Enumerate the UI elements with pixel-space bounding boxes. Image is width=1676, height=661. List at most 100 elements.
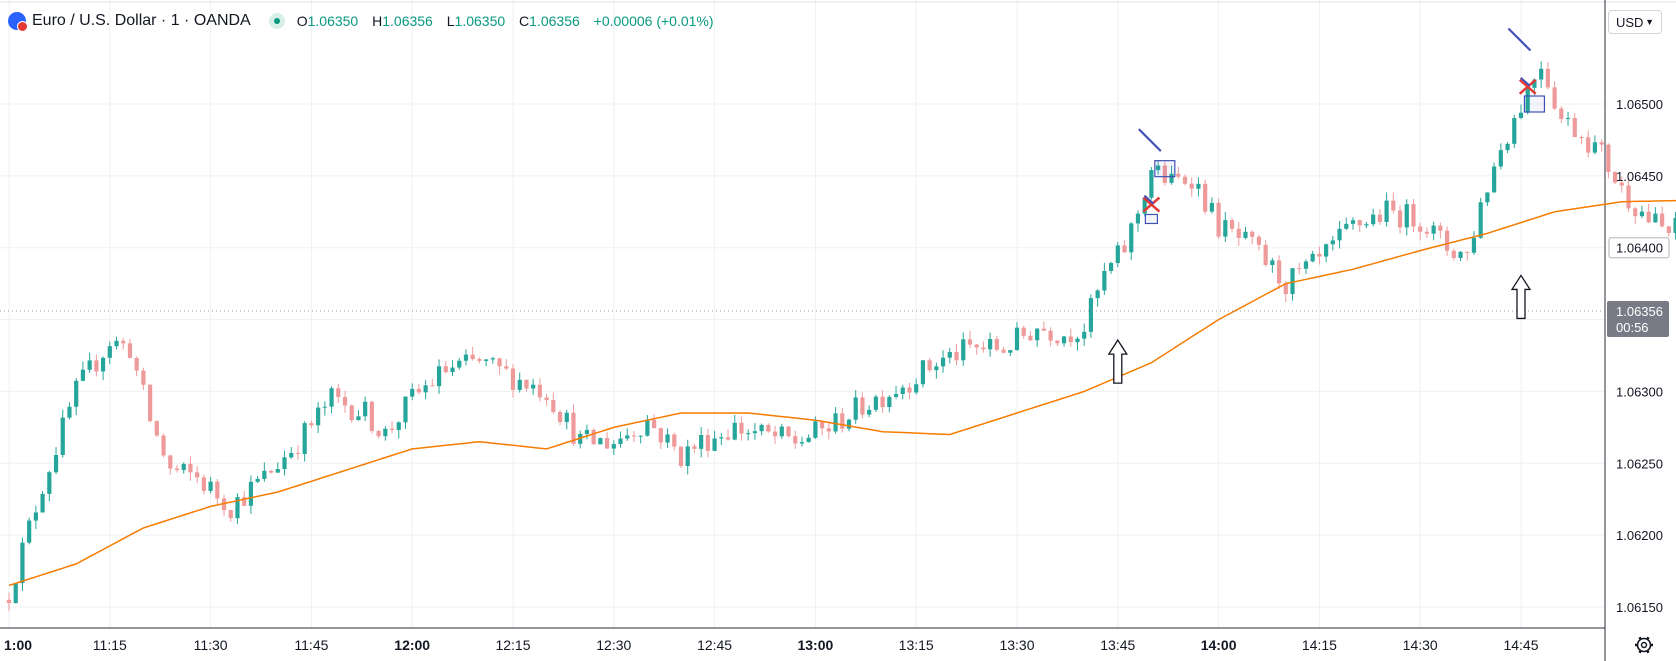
time-tick-label: 12:30 (596, 637, 631, 653)
candle (148, 383, 153, 423)
low-value: 1.06350 (454, 13, 506, 29)
market-open-status-icon (268, 13, 285, 29)
candle (1317, 246, 1322, 265)
candle (389, 421, 395, 433)
candle (799, 436, 805, 447)
candle (658, 427, 663, 449)
candle-body (1552, 87, 1557, 109)
candle-body (631, 435, 637, 437)
candle-body (1391, 200, 1396, 211)
candle (322, 401, 327, 416)
candle-body (752, 431, 758, 434)
candle-body (1122, 245, 1127, 253)
candle-body (557, 412, 563, 423)
candle (1545, 62, 1550, 90)
candle-body (1397, 210, 1403, 228)
candle-body (907, 387, 912, 393)
candle-body (1263, 244, 1268, 265)
candle-body (1350, 220, 1356, 224)
candle (940, 350, 946, 373)
candle (484, 358, 489, 367)
candle (1290, 268, 1295, 301)
price-tick-label: 1.06300 (1616, 384, 1663, 399)
candle-body (1411, 204, 1416, 227)
candle (1371, 208, 1376, 227)
candle (826, 422, 831, 440)
high-value: 1.06356 (382, 13, 433, 29)
candle-body (114, 340, 119, 347)
trend-line-drawing (1138, 128, 1162, 152)
candle (1619, 176, 1624, 193)
candle (336, 383, 341, 404)
candle-body (322, 406, 327, 408)
candle-body (416, 388, 422, 393)
gear-icon[interactable] (1635, 636, 1653, 654)
candle (705, 428, 710, 458)
price-tick-label: 1.06200 (1616, 528, 1663, 543)
candle (1404, 199, 1409, 236)
currency-select[interactable]: USD ▼ (1608, 10, 1662, 34)
candle (289, 446, 294, 459)
candle-body (457, 360, 462, 368)
candle-body (443, 366, 448, 373)
candle-body (793, 436, 798, 444)
candle-body (1270, 260, 1275, 265)
candle-body (1236, 228, 1241, 238)
candle (954, 344, 959, 366)
candle-body (342, 396, 348, 406)
candle-body (658, 428, 663, 443)
candle-body (242, 497, 247, 506)
candle-body (813, 421, 818, 438)
candle-body (248, 481, 254, 506)
candle-body (1276, 260, 1282, 284)
candle-body (168, 455, 173, 469)
candle-body (33, 512, 38, 521)
candle (1169, 165, 1174, 185)
candle-body (282, 457, 287, 470)
candle-body (665, 434, 670, 443)
candle-body (1357, 220, 1362, 226)
candle (161, 433, 166, 458)
candle (692, 443, 697, 453)
candle (416, 383, 422, 395)
candle-body (564, 412, 569, 423)
candle-body (255, 478, 260, 482)
candle-body (1633, 208, 1638, 217)
candle-body (1559, 108, 1564, 119)
candle-body (80, 369, 86, 381)
candle (591, 428, 596, 445)
candle-body (510, 368, 516, 390)
candle-body (645, 419, 650, 436)
candle (571, 404, 576, 446)
candle-body (289, 452, 294, 458)
candle-body (161, 435, 166, 456)
candle-body (1424, 231, 1430, 234)
cross-marker-icon (1142, 194, 1161, 213)
candle-body (201, 477, 206, 491)
candle-body (430, 385, 435, 387)
candle-body (537, 384, 542, 398)
candle-body (1324, 244, 1329, 257)
candle-body (107, 346, 112, 358)
candle (1377, 208, 1382, 225)
candle (564, 409, 569, 430)
eur-usd-flag-icon (8, 12, 28, 32)
price-axis: 1.061501.062001.062501.063001.063501.064… (1608, 97, 1670, 615)
candle (1357, 219, 1362, 233)
candle (27, 517, 32, 545)
candle-body (591, 429, 596, 445)
symbol-title[interactable]: Euro / U.S. Dollar · 1 · OANDA (32, 12, 251, 29)
candle (1666, 226, 1671, 237)
candle-body (1068, 336, 1073, 343)
candle (1310, 250, 1315, 263)
candle-body (1001, 349, 1006, 353)
candle (1283, 281, 1288, 302)
candle-body (477, 359, 482, 361)
highlight-box (1154, 160, 1176, 178)
candle-body (450, 367, 455, 373)
candle-body (840, 413, 845, 429)
candle-body (1619, 182, 1624, 186)
candle-body (873, 396, 878, 410)
